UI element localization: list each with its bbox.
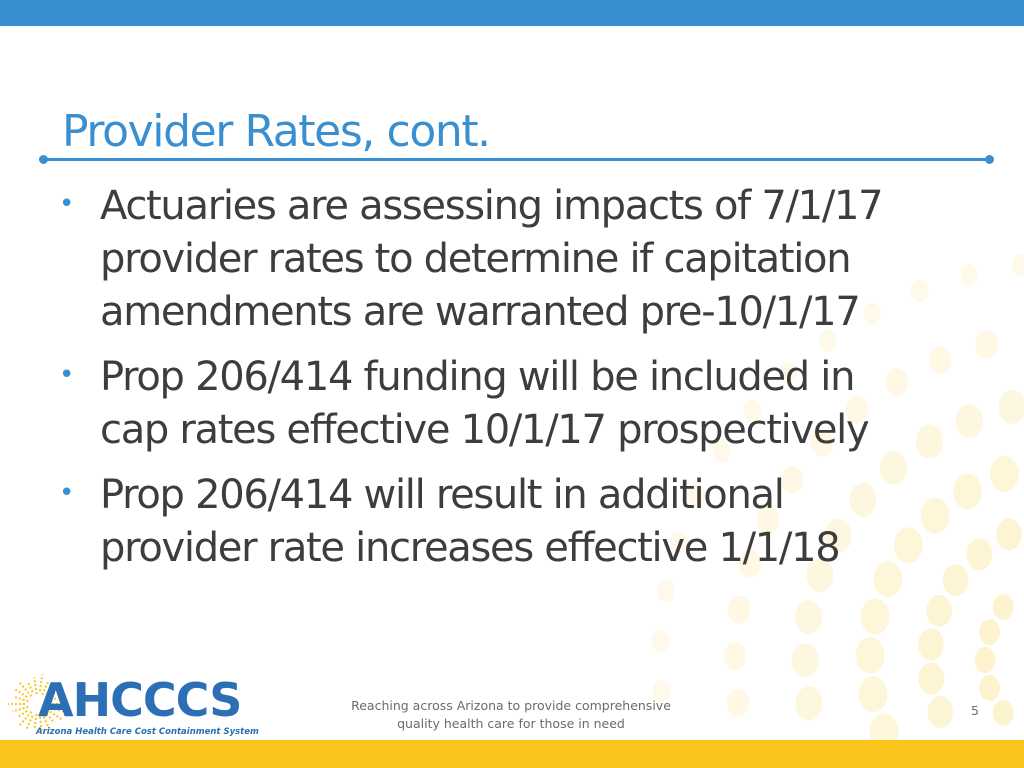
sun-ray <box>45 686 64 700</box>
sun-ray <box>45 713 55 723</box>
bullet-item: • Prop 206/414 funding will be included … <box>54 351 954 457</box>
sunburst-dot <box>998 389 1024 424</box>
sun-ray <box>27 681 34 693</box>
bullet-line: provider rate increases effective 1/1/18 <box>100 525 841 571</box>
sunburst-dot <box>855 637 885 674</box>
top-accent-bar <box>0 0 1024 26</box>
sun-ray <box>17 710 28 718</box>
bullet-line: Prop 206/414 will result in additional <box>100 472 785 518</box>
sunburst-dot <box>918 628 944 661</box>
sun-ray <box>17 680 33 698</box>
bullet-item: • Prop 206/414 will result in additional… <box>54 469 954 575</box>
sunburst-dot <box>651 630 670 653</box>
sunburst-dot <box>974 647 996 673</box>
bullet-list: • Actuaries are assessing impacts of 7/1… <box>54 180 954 587</box>
logo-wordmark: AHCCCS <box>38 673 242 727</box>
footer-tagline: Reaching across Arizona to provide compr… <box>330 697 692 733</box>
bullet-line: amendments are warranted pre-10/1/17 <box>100 289 861 335</box>
page-number: 5 <box>971 703 979 718</box>
sunburst-dot <box>979 619 1000 646</box>
sunburst-dot <box>726 688 750 717</box>
sunburst-dot <box>791 643 819 678</box>
divider-left-dot <box>39 155 48 164</box>
sunburst-dot <box>723 642 747 671</box>
sunburst-dot <box>953 473 982 510</box>
logo-subtitle: Arizona Health Care Cost Containment Sys… <box>36 727 259 737</box>
sunburst-dot <box>918 662 945 695</box>
sunburst-dot <box>1012 254 1024 276</box>
sun-ray <box>25 715 34 730</box>
slide-title: Provider Rates, cont. <box>62 106 491 157</box>
sun-ray <box>33 677 38 695</box>
bullet-line: Actuaries are assessing impacts of 7/1/1… <box>100 183 884 229</box>
sunburst-dot <box>860 598 890 635</box>
title-divider <box>44 158 990 161</box>
bullet-item: • Actuaries are assessing impacts of 7/1… <box>54 180 954 339</box>
sunburst-dot <box>927 696 954 728</box>
sun-ray <box>38 674 44 692</box>
sunburst-dot <box>989 455 1019 492</box>
sun-ray <box>33 713 38 728</box>
sunburst-dot <box>858 676 888 713</box>
sunburst-dot <box>979 674 1000 701</box>
sunburst-dot <box>992 700 1014 726</box>
sun-ray <box>38 716 44 732</box>
sunburst-dot <box>955 403 984 438</box>
sunburst-dot <box>795 686 823 721</box>
bullet-line: cap rates effective 10/1/17 prospectivel… <box>100 407 870 453</box>
bullet-marker: • <box>59 360 75 390</box>
sun-ray <box>50 696 62 702</box>
footer-tagline-line: Reaching across Arizona to provide compr… <box>351 698 671 713</box>
bullet-line: Prop 206/414 funding will be included in <box>100 354 855 400</box>
sun-ray <box>14 696 29 703</box>
sun-ray <box>45 708 64 722</box>
sunburst-dot <box>966 538 993 571</box>
sun-ray <box>11 705 29 713</box>
footer-tagline-line: quality health care for those in need <box>397 716 625 731</box>
sunburst-dot <box>795 600 823 635</box>
bullet-line: provider rates to determine if capitatio… <box>100 236 852 282</box>
bullet-marker: • <box>59 189 75 219</box>
sunburst-dot <box>960 264 979 287</box>
sunburst-dot <box>996 518 1022 551</box>
bullet-marker: • <box>59 478 75 508</box>
sunburst-dot <box>926 594 952 627</box>
bottom-accent-bar <box>0 740 1024 768</box>
sunburst-dot <box>992 594 1014 620</box>
sunburst-dot <box>727 595 751 624</box>
sun-icon <box>8 674 65 732</box>
divider-right-dot <box>985 155 994 164</box>
sun-ray <box>41 712 51 730</box>
ahcccs-logo: AHCCCS Arizona Health Care Cost Containm… <box>8 672 259 740</box>
sunburst-dot <box>975 330 998 359</box>
sun-ray <box>17 710 33 728</box>
